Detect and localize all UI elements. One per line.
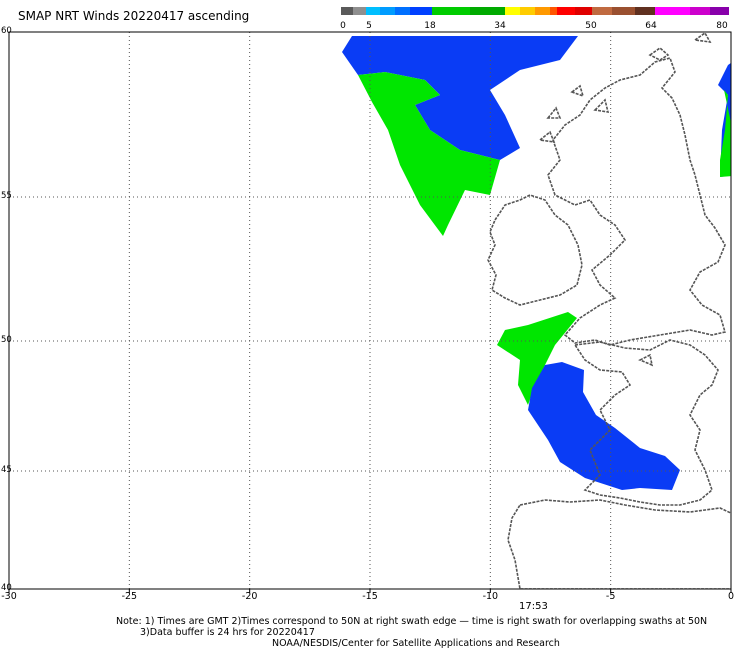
legend-label-5: 64 xyxy=(645,21,657,31)
lon-label: -30 xyxy=(1,591,17,602)
plot-frame xyxy=(8,31,732,590)
legend-swatch-1 xyxy=(353,7,366,15)
legend-swatch-3 xyxy=(380,7,395,15)
time-label: 17:53 xyxy=(519,601,548,612)
legend-swatch-6 xyxy=(432,7,470,15)
lat-label: 60 xyxy=(1,26,12,36)
legend-swatch-4 xyxy=(395,7,410,15)
lon-label: 0 xyxy=(727,591,735,602)
note-line-1: Note: 1) Times are GMT 2)Times correspon… xyxy=(116,616,708,627)
lat-label: 40 xyxy=(1,583,12,593)
legend-label-2: 18 xyxy=(424,21,436,31)
legend-swatch-18 xyxy=(690,7,710,15)
legend-swatch-19 xyxy=(710,7,729,15)
legend-swatch-0 xyxy=(341,7,353,15)
lat-label: 45 xyxy=(1,465,12,475)
lon-label: -20 xyxy=(241,591,258,602)
page-title: SMAP NRT Winds 20220417 ascending xyxy=(18,9,250,23)
wind-swath-green-north xyxy=(358,72,500,236)
lon-label: -5 xyxy=(605,591,616,602)
legend-label-1: 5 xyxy=(366,21,372,31)
wind-speed-legend xyxy=(341,7,729,15)
lon-label: -10 xyxy=(482,591,499,602)
wind-swath-green-east xyxy=(720,90,731,177)
legend-swatch-8 xyxy=(505,7,520,15)
legend-swatch-2 xyxy=(366,7,380,15)
wind-swath-green-south xyxy=(497,312,577,405)
legend-label-6: 80 xyxy=(716,21,728,31)
wind-swath-blue-north xyxy=(342,36,578,160)
legend-label-3: 34 xyxy=(494,21,506,31)
legend-swatch-7 xyxy=(470,7,505,15)
lon-label: -25 xyxy=(121,591,138,602)
lat-label: 50 xyxy=(1,335,12,345)
legend-swatch-5 xyxy=(410,7,432,15)
legend-label-0: 0 xyxy=(340,21,346,31)
legend-swatch-15 xyxy=(612,7,635,15)
legend-label-4: 50 xyxy=(585,21,597,31)
legend-swatch-14 xyxy=(592,7,612,15)
coastlines xyxy=(487,32,731,589)
axis-ticks xyxy=(8,589,732,593)
legend-swatch-11 xyxy=(550,7,557,15)
note-line-2: 3)Data buffer is 24 hrs for 20220417 xyxy=(140,627,315,638)
legend-swatch-12 xyxy=(557,7,575,15)
legend-swatch-16 xyxy=(635,7,655,15)
note-line-3: NOAA/NESDIS/Center for Satellite Applica… xyxy=(272,638,560,649)
wind-swath-blue-south xyxy=(528,362,680,490)
lat-label: 55 xyxy=(1,191,12,201)
legend-swatch-17 xyxy=(655,7,690,15)
lon-label: -15 xyxy=(362,591,378,602)
legend-swatch-10 xyxy=(535,7,550,15)
legend-swatch-9 xyxy=(520,7,535,15)
lat-lon-grid xyxy=(9,32,731,589)
legend-swatch-13 xyxy=(575,7,592,15)
